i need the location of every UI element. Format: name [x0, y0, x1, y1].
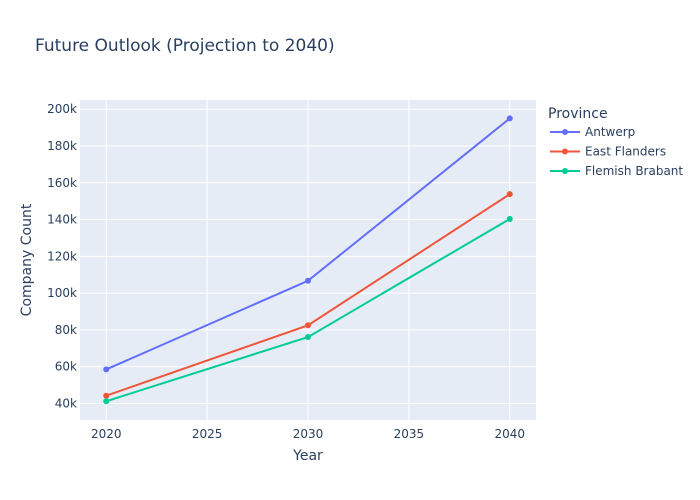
y-axis-ticks: 40k 60k 80k 100k 120k 140k 160k 180k 200k — [47, 102, 77, 410]
legend-items: Antwerp East Flanders Flemish Brabant — [550, 125, 683, 178]
x-axis-ticks: 2020 2025 2030 2035 2040 — [91, 427, 525, 441]
x-tick-label: 2020 — [91, 427, 122, 441]
y-tick-label: 180k — [47, 139, 77, 153]
x-tick-label: 2040 — [494, 427, 525, 441]
y-tick-label: 140k — [47, 213, 77, 227]
x-axis-title: Year — [292, 448, 323, 464]
series-layer — [103, 115, 513, 405]
legend-label: Antwerp — [585, 125, 635, 139]
y-tick-label: 100k — [47, 286, 77, 300]
legend-label: Flemish Brabant — [585, 164, 683, 178]
legend-title: Province — [548, 106, 608, 122]
legend-marker — [562, 148, 568, 155]
data-point[interactable] — [103, 398, 110, 405]
y-axis-title: Company Count — [19, 203, 35, 316]
legend-marker — [562, 168, 568, 174]
data-point[interactable] — [103, 366, 110, 373]
data-point[interactable] — [506, 115, 513, 122]
legend-item[interactable]: Antwerp — [550, 125, 635, 139]
grid-lines — [80, 100, 536, 420]
data-point[interactable] — [103, 392, 110, 399]
y-tick-label: 60k — [55, 360, 77, 374]
y-tick-label: 40k — [55, 396, 77, 410]
legend-label: East Flanders — [585, 145, 666, 159]
data-point[interactable] — [506, 191, 513, 198]
y-tick-label: 80k — [55, 323, 77, 337]
data-point[interactable] — [506, 215, 513, 222]
x-tick-label: 2030 — [293, 427, 324, 441]
series-antwerp — [103, 115, 513, 373]
legend-marker — [562, 129, 568, 135]
series-flemish-brabant — [103, 215, 513, 405]
data-point[interactable] — [305, 334, 311, 341]
x-tick-label: 2035 — [394, 427, 425, 441]
y-tick-label: 160k — [47, 176, 77, 190]
series-east-flanders — [103, 191, 513, 399]
legend-item[interactable]: Flemish Brabant — [550, 164, 683, 178]
legend: Province Antwerp East Flanders Flemish Bra… — [548, 106, 683, 178]
data-point[interactable] — [305, 322, 311, 329]
y-tick-label: 120k — [47, 249, 77, 263]
data-point[interactable] — [305, 277, 311, 284]
legend-item[interactable]: East Flanders — [550, 145, 666, 159]
x-tick-label: 2025 — [192, 427, 223, 441]
y-tick-label: 200k — [47, 102, 77, 116]
chart-title: Future Outlook (Projection to 2040) — [35, 36, 335, 56]
